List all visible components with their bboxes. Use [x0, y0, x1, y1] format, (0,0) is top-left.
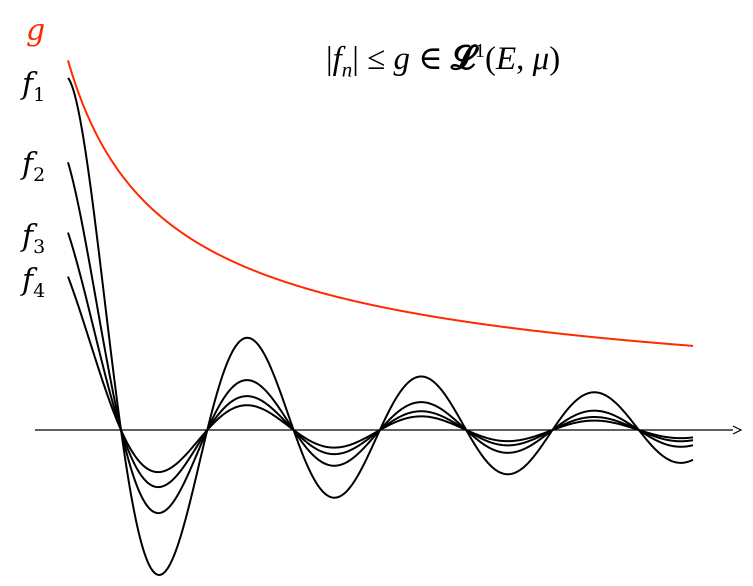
- label-g-text: g: [26, 13, 46, 48]
- formula-comma: ,: [516, 41, 533, 77]
- curve-f4: [67, 276, 694, 474]
- label-f4: f4: [22, 266, 45, 301]
- label-f1: f1: [22, 70, 45, 105]
- formula-f: f: [332, 41, 342, 77]
- label-f2: f2: [22, 150, 45, 185]
- label-f3-index: 3: [33, 236, 46, 258]
- formula: |fn| ≤ g ∈ 𝓛1(E, μ): [326, 38, 560, 83]
- formula-leq: ≤: [358, 41, 394, 77]
- curve-f3: [67, 232, 694, 489]
- formula-E: E: [495, 41, 517, 77]
- formula-bar: |: [352, 41, 359, 77]
- label-f1-name: f: [22, 67, 34, 102]
- formula-n: n: [341, 57, 353, 82]
- label-f3-name: f: [22, 219, 34, 254]
- formula-paren: ): [549, 41, 561, 77]
- formula-in: ∈: [410, 41, 451, 77]
- label-f3: f3: [22, 222, 45, 257]
- formula-bar: |: [326, 41, 333, 77]
- x-axis-arrow: [732, 425, 743, 435]
- label-f4-index: 4: [33, 280, 46, 302]
- label-f1-index: 1: [33, 84, 46, 106]
- formula-mu: μ: [532, 41, 550, 77]
- label-g: g: [26, 16, 45, 46]
- curve-f1: [67, 77, 694, 576]
- formula-space: 𝓛: [450, 41, 475, 77]
- label-f2-index: 2: [33, 164, 46, 186]
- label-f2-name: f: [22, 147, 34, 182]
- curve-g: [67, 60, 694, 347]
- formula-g: g: [393, 41, 411, 77]
- label-f4-name: f: [22, 263, 34, 298]
- formula-paren: (: [484, 41, 496, 77]
- formula-exp: 1: [474, 40, 485, 62]
